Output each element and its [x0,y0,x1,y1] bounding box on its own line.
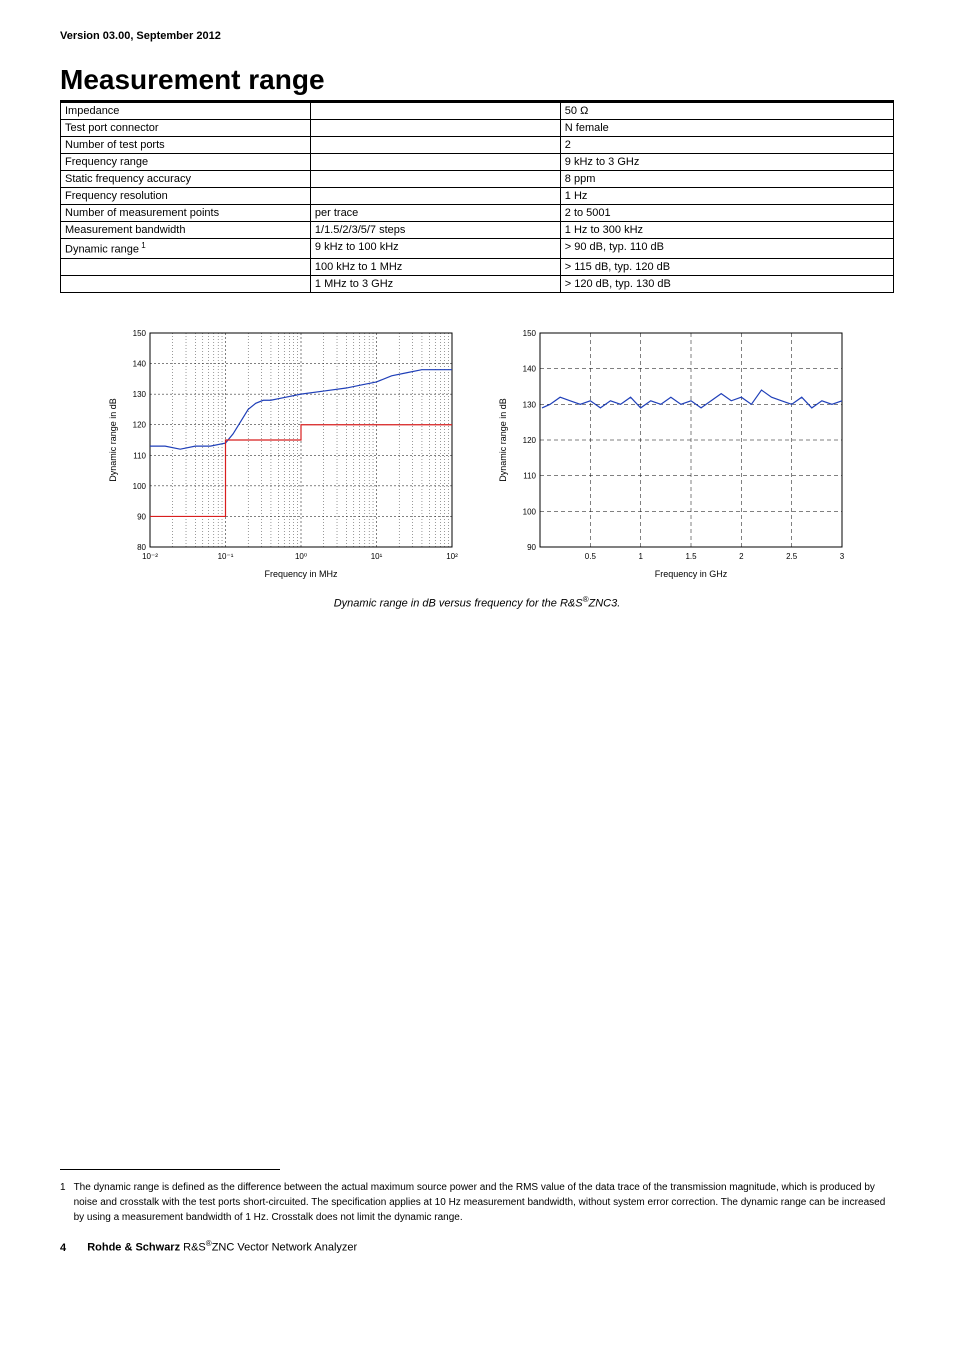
footnote-separator [60,1169,280,1170]
table-row: 100 kHz to 1 MHz> 115 dB, typ. 120 dB [61,258,894,275]
spec-cond: 1/1.5/2/3/5/7 steps [310,222,560,239]
svg-text:140: 140 [133,359,147,368]
svg-text:120: 120 [523,436,537,445]
footnote-text: The dynamic range is defined as the diff… [74,1180,894,1225]
svg-text:10⁰: 10⁰ [295,552,307,561]
footer-brand: Rohde & Schwarz [87,1242,180,1254]
svg-text:10⁻¹: 10⁻¹ [218,552,234,561]
svg-text:Frequency in GHz: Frequency in GHz [655,569,728,579]
spec-value: N female [560,120,893,137]
spec-param: Number of test ports [61,137,311,154]
spec-value: 8 ppm [560,171,893,188]
svg-text:Dynamic range in dB: Dynamic range in dB [108,398,118,482]
spec-cond [310,137,560,154]
table-row: Frequency resolution 1 Hz [61,188,894,205]
svg-text:110: 110 [133,451,146,460]
charts-row: 80 90 100 110 120 130 140 150 10⁻² 10⁻¹ 10⁰ 10¹ 10² F… [60,323,894,583]
spec-param: Frequency range [61,154,311,171]
svg-text:140: 140 [523,364,537,373]
spec-value: > 115 dB, typ. 120 dB [560,258,893,275]
spec-value: 50 Ω [560,103,893,120]
page-number: 4 [60,1242,66,1254]
spec-param: Dynamic range 1 [61,239,311,259]
chart-left: 80 90 100 110 120 130 140 150 10⁻² 10⁻¹ 10⁰ 10¹ 10² F… [102,323,462,583]
svg-text:90: 90 [137,512,146,521]
spec-cond [310,171,560,188]
svg-text:Frequency in MHz: Frequency in MHz [264,569,338,579]
footnote: 1 The dynamic range is defined as the di… [60,1180,894,1225]
svg-text:100: 100 [523,507,537,516]
spec-param: Test port connector [61,120,311,137]
footnote-number: 1 [60,1180,66,1225]
version-header: Version 03.00, September 2012 [60,30,894,42]
chart-right: 90 100 110 120 130 140 150 0.5 1 1.5 2 2.5 3 Frequenc… [492,323,852,583]
spec-cond [310,188,560,205]
spec-value: > 90 dB, typ. 110 dB [560,239,893,259]
table-row: Number of test ports 2 [61,137,894,154]
table-row: Impedance 50 Ω [61,103,894,120]
spec-table: Impedance 50 Ω Test port connector N female… [60,102,894,293]
svg-text:3: 3 [840,552,845,561]
table-row: Static frequency accuracy 8 ppm [61,171,894,188]
svg-text:110: 110 [523,471,536,480]
table-row: Test port connector N female [61,120,894,137]
svg-text:150: 150 [523,329,537,338]
svg-text:1: 1 [638,552,643,561]
svg-text:2.5: 2.5 [786,552,798,561]
spec-cond [310,154,560,171]
table-row: Frequency range 9 kHz to 3 GHz [61,154,894,171]
svg-text:100: 100 [133,482,147,491]
spec-value: 9 kHz to 3 GHz [560,154,893,171]
table-row: Measurement bandwidth1/1.5/2/3/5/7 steps… [61,222,894,239]
svg-text:130: 130 [523,400,537,409]
chart-caption: Dynamic range in dB versus frequency for… [60,595,894,610]
spec-value: 2 to 5001 [560,205,893,222]
table-row: 1 MHz to 3 GHz> 120 dB, typ. 130 dB [61,275,894,292]
svg-text:80: 80 [137,543,146,552]
table-row: Dynamic range 19 kHz to 100 kHz> 90 dB, … [61,239,894,259]
spec-value: 1 Hz [560,188,893,205]
spec-param: Number of measurement points [61,205,311,222]
spec-param: Impedance [61,103,311,120]
spec-param [61,258,311,275]
svg-text:120: 120 [133,420,147,429]
spec-cond [310,103,560,120]
table-row: Number of measurement pointsper trace2 t… [61,205,894,222]
svg-text:Dynamic range in dB: Dynamic range in dB [498,398,508,482]
page-title: Measurement range [60,64,894,102]
page-footer: 4 Rohde & Schwarz R&S®ZNC Vector Network… [60,1239,894,1254]
svg-text:10²: 10² [446,552,458,561]
spec-value: > 120 dB, typ. 130 dB [560,275,893,292]
spec-value: 2 [560,137,893,154]
svg-text:150: 150 [133,329,147,338]
svg-text:10⁻²: 10⁻² [142,552,158,561]
spec-param: Measurement bandwidth [61,222,311,239]
spec-param: Frequency resolution [61,188,311,205]
spec-cond [310,120,560,137]
spec-param [61,275,311,292]
svg-text:130: 130 [133,390,147,399]
svg-text:90: 90 [527,543,536,552]
spec-cond: 9 kHz to 100 kHz [310,239,560,259]
svg-text:2: 2 [739,552,744,561]
svg-text:1.5: 1.5 [685,552,697,561]
spec-param: Static frequency accuracy [61,171,311,188]
spec-cond: per trace [310,205,560,222]
spec-cond: 100 kHz to 1 MHz [310,258,560,275]
svg-text:0.5: 0.5 [585,552,597,561]
svg-text:10¹: 10¹ [371,552,383,561]
spec-cond: 1 MHz to 3 GHz [310,275,560,292]
spec-value: 1 Hz to 300 kHz [560,222,893,239]
